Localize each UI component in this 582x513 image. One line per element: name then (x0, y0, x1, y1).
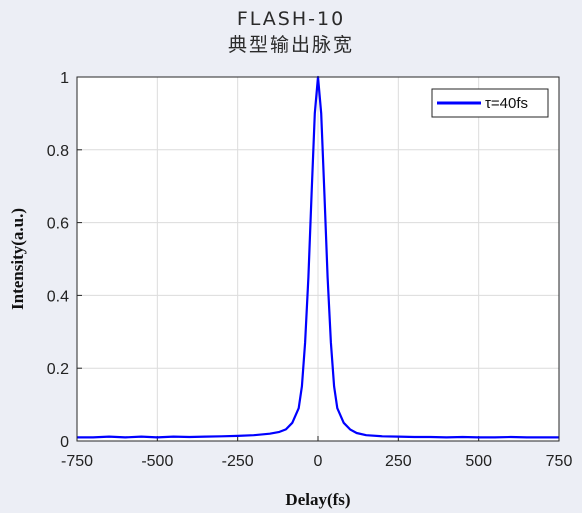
chart-subtitle: 典型输出脉宽 (227, 34, 354, 56)
chart-title: FLASH-10 (236, 8, 346, 30)
y-tick-label: 0 (60, 434, 69, 451)
x-tick-label: 0 (314, 453, 323, 470)
x-tick-label: 750 (546, 453, 573, 470)
plot-frame (76, 76, 560, 442)
y-tick-label: 0.2 (47, 361, 69, 378)
y-tick-label: 0.8 (47, 143, 69, 160)
x-axis-label: Delay(fs) (285, 490, 350, 509)
x-tick-label: -750 (61, 453, 93, 470)
x-tick-label: -250 (222, 453, 254, 470)
y-tick-label: 0.6 (47, 216, 69, 233)
legend: τ=40fs (431, 88, 549, 118)
y-tick-labels: 0 0.2 0.4 0.6 0.8 1 (47, 70, 69, 451)
y-tick-label: 1 (60, 70, 69, 87)
x-tick-labels: -750 -500 -250 0 250 500 750 (61, 453, 572, 470)
x-tick-label: 500 (465, 453, 492, 470)
y-axis-label: Intensity(a.u.) (8, 208, 27, 310)
x-tick-label: -500 (141, 453, 173, 470)
legend-box (431, 88, 549, 118)
legend-label: τ=40fs (485, 95, 528, 112)
x-tick-label: 250 (385, 453, 412, 470)
y-tick-label: 0.4 (47, 288, 69, 305)
chart-title-block: FLASH-10 典型输出脉宽 (0, 6, 582, 58)
